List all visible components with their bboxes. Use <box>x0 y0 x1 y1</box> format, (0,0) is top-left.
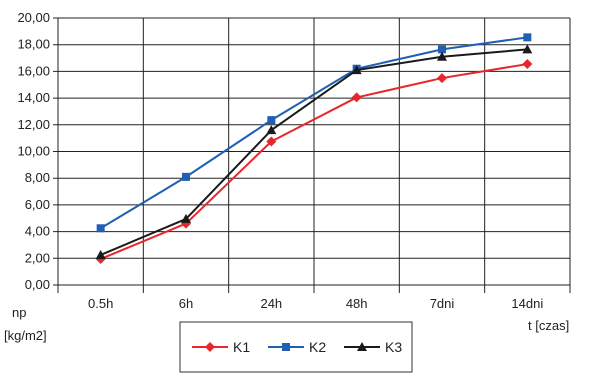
data-point-k3 <box>351 65 362 75</box>
x-tick-label: 7dni <box>430 296 455 311</box>
grid <box>53 17 571 293</box>
data-point-k1 <box>351 92 362 103</box>
y-axis-label-line2: [kg/m2] <box>4 328 47 343</box>
series-group <box>95 33 533 264</box>
legend-marker-k2 <box>282 343 290 351</box>
y-axis-label-line1: np <box>12 305 26 320</box>
data-point-k3 <box>95 249 106 259</box>
y-tick-label: 18,00 <box>17 37 50 52</box>
y-tick-label: 6,00 <box>25 197 50 212</box>
data-point-k2 <box>96 224 105 233</box>
y-tick-label: 0,00 <box>25 277 50 292</box>
data-point-k2 <box>438 45 446 54</box>
data-point-k3 <box>437 51 447 61</box>
series-line-k1 <box>100 63 528 260</box>
y-axis-ticks: 0,00 2,00 4,00 6,00 8,00 10,00 12,00 14,00 16,00… <box>17 10 50 292</box>
data-point-k3 <box>522 44 533 54</box>
y-tick-label: 14,00 <box>17 90 50 105</box>
x-axis-label: t [czas] <box>528 318 569 333</box>
x-tick-label: 0.5h <box>88 296 113 311</box>
data-point-k2 <box>182 172 190 181</box>
legend: K1 K2 K3 <box>179 321 413 373</box>
y-tick-label: 8,00 <box>25 170 50 185</box>
legend-marker-k1 <box>205 342 215 352</box>
y-tick-label: 20,00 <box>17 10 50 25</box>
y-tick-label: 2,00 <box>25 250 50 265</box>
data-point-k1 <box>522 59 533 70</box>
legend-label-k1: K1 <box>233 339 250 355</box>
series-line-k2 <box>100 36 528 230</box>
series-line-k3 <box>100 48 528 256</box>
y-tick-label: 12,00 <box>17 117 50 132</box>
x-axis-ticks: 0.5h 6h 24h 48h 7dni 14dni <box>88 296 543 311</box>
x-tick-label: 24h <box>260 296 282 311</box>
y-tick-label: 10,00 <box>17 144 50 159</box>
data-point-k2 <box>523 33 532 42</box>
data-point-k1 <box>437 73 447 84</box>
legend-label-k2: K2 <box>309 339 326 355</box>
data-point-k1 <box>266 136 277 147</box>
x-tick-label: 6h <box>179 296 193 311</box>
x-tick-label: 14dni <box>511 296 543 311</box>
data-point-k2 <box>267 116 276 125</box>
y-tick-label: 4,00 <box>25 224 50 239</box>
data-point-k3 <box>181 213 191 223</box>
legend-label-k3: K3 <box>385 339 402 355</box>
data-point-k3 <box>266 125 277 135</box>
y-tick-label: 16,00 <box>17 63 50 78</box>
x-tick-label: 48h <box>346 296 368 311</box>
legend-marker-k3 <box>357 342 367 351</box>
